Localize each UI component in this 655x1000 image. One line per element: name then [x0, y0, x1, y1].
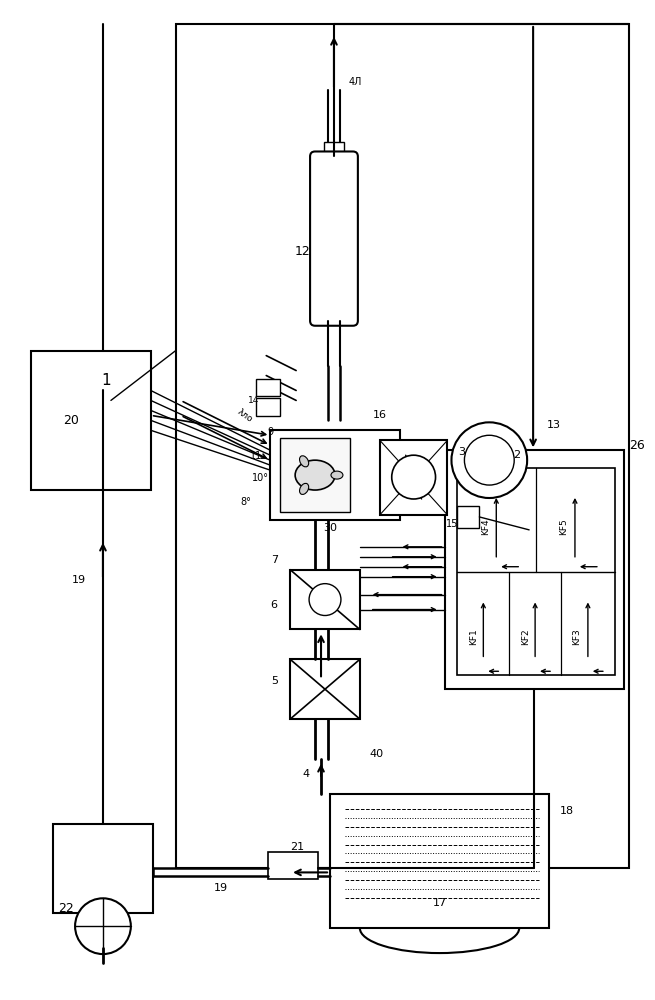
- Text: KF2: KF2: [521, 628, 530, 645]
- Text: 19: 19: [72, 575, 86, 585]
- Text: 5: 5: [271, 676, 278, 686]
- Text: 7: 7: [271, 555, 278, 565]
- Text: 19: 19: [214, 883, 227, 893]
- Text: KF1: KF1: [469, 628, 478, 645]
- Ellipse shape: [299, 456, 309, 467]
- Bar: [457, 468, 615, 675]
- Text: 26: 26: [629, 439, 645, 452]
- Text: 18: 18: [560, 806, 574, 816]
- Circle shape: [309, 584, 341, 616]
- Bar: [256, 398, 280, 416]
- Text: 21: 21: [290, 842, 304, 852]
- Bar: [256, 379, 280, 396]
- Bar: [176, 24, 629, 868]
- Text: 9: 9: [267, 427, 273, 437]
- Text: 2: 2: [513, 450, 520, 460]
- Text: 14: 14: [248, 396, 259, 405]
- Bar: [269, 852, 318, 879]
- Bar: [324, 142, 344, 155]
- Ellipse shape: [331, 471, 343, 479]
- Circle shape: [75, 898, 131, 954]
- Bar: [330, 794, 549, 928]
- Text: 3: 3: [458, 447, 465, 457]
- Bar: [290, 659, 360, 719]
- Text: 30: 30: [323, 523, 337, 533]
- Bar: [290, 570, 360, 629]
- Text: KF4: KF4: [481, 519, 490, 535]
- Text: 4Л: 4Л: [348, 77, 362, 87]
- Text: 20: 20: [63, 414, 79, 427]
- Text: 11: 11: [250, 451, 263, 461]
- Bar: [271, 430, 400, 520]
- Circle shape: [451, 422, 527, 498]
- Circle shape: [392, 455, 436, 499]
- Bar: [445, 450, 624, 689]
- Bar: [457, 506, 479, 528]
- Text: 8°: 8°: [240, 497, 251, 507]
- Bar: [280, 438, 350, 512]
- FancyBboxPatch shape: [310, 151, 358, 326]
- Text: 15: 15: [446, 519, 458, 529]
- Text: 4: 4: [303, 769, 310, 779]
- Text: 1: 1: [101, 373, 111, 388]
- Text: KF3: KF3: [572, 628, 582, 645]
- Text: 10°: 10°: [252, 473, 269, 483]
- Text: λло: λло: [236, 407, 255, 424]
- Text: 40: 40: [370, 749, 384, 759]
- Text: KF5: KF5: [559, 519, 569, 535]
- Bar: [380, 440, 447, 515]
- Text: 13: 13: [547, 420, 561, 430]
- Ellipse shape: [299, 483, 309, 494]
- Text: 16: 16: [373, 410, 387, 420]
- Circle shape: [464, 435, 514, 485]
- Text: 22: 22: [58, 902, 74, 915]
- Text: 12: 12: [295, 245, 311, 258]
- Bar: [53, 824, 153, 913]
- Text: 6: 6: [271, 600, 278, 610]
- Text: 17: 17: [432, 898, 447, 908]
- Ellipse shape: [295, 460, 335, 490]
- Bar: [31, 351, 151, 490]
